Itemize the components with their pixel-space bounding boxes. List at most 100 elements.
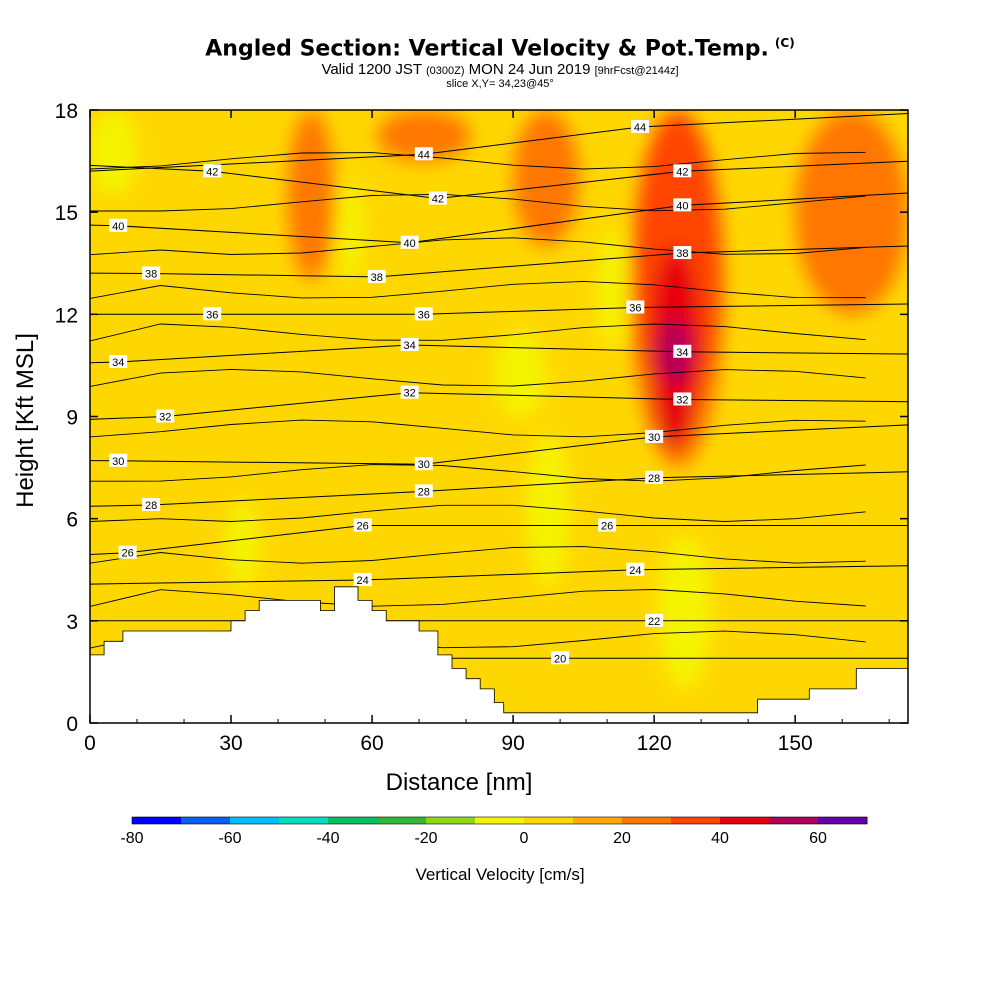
terrain — [89, 586, 909, 724]
isentrope-minor — [90, 419, 866, 438]
colorbar: -80 -60 -40 -20 0 20 40 60 Vertical Velocity [cm… — [120, 816, 868, 884]
contour-label-34: 34 — [673, 344, 692, 359]
contour-label-bg — [673, 198, 692, 212]
velocity-region-3 — [494, 331, 547, 417]
isentrope-minor — [90, 193, 866, 212]
contour-labels: 44 44 42 42 42 40 40 40 38 38 38 36 36 36 34 34 34 32 32 32… — [109, 120, 692, 665]
contour-label-text: 26 — [357, 520, 369, 532]
y-tick-label: 0 — [66, 713, 78, 736]
velocity-region-1 — [339, 178, 363, 281]
contour-label-bg — [400, 337, 419, 351]
contour-label-bg — [400, 235, 419, 249]
colorbar-swatch — [818, 817, 868, 824]
contour-label-bg — [673, 344, 692, 358]
contour-label-bg — [414, 484, 433, 498]
contour-label-26: 26 — [598, 518, 617, 532]
contour-label-text: 40 — [404, 238, 416, 250]
colorbar-swatch — [769, 817, 819, 824]
contour-label-text: 30 — [648, 432, 660, 444]
contour-label-32: 32 — [156, 409, 175, 424]
contour-label-34: 34 — [109, 355, 128, 369]
contour-label-text: 28 — [648, 473, 660, 485]
colorbar-swatch — [132, 817, 182, 824]
contour-label-36: 36 — [626, 300, 645, 315]
y-tick-label: 6 — [66, 509, 78, 532]
contour-label-bg — [626, 300, 645, 314]
colorbar-swatch — [377, 817, 427, 824]
contour-label-text: 36 — [206, 309, 218, 321]
colorbar-label: -20 — [414, 830, 437, 847]
x-tick-label: 30 — [219, 732, 242, 755]
isentrope-24 — [90, 565, 908, 585]
contour-label-38: 38 — [142, 266, 161, 280]
velocity-region-8 — [513, 110, 579, 247]
colorbar-label: 20 — [613, 830, 631, 847]
contour-label-bg — [645, 470, 664, 484]
y-tick-label: 9 — [66, 407, 78, 430]
isentrope-minor — [90, 323, 866, 342]
contour-label-bg — [400, 385, 419, 399]
velocity-region-9 — [376, 110, 471, 162]
contour-label-text: 24 — [357, 575, 369, 587]
contour-label-bg — [598, 518, 617, 532]
contour-label-24: 24 — [626, 562, 645, 577]
contour-label-bg — [673, 246, 692, 260]
contour-label-text: 32 — [404, 388, 416, 400]
contour-label-text: 44 — [634, 122, 646, 134]
contour-label-bg — [142, 498, 161, 512]
colorbar-label: -40 — [316, 830, 339, 847]
contour-label-30: 30 — [645, 429, 664, 444]
contour-label-bg — [414, 307, 433, 321]
velocity-region-2 — [226, 501, 260, 587]
valid-time: Valid 1200 JST (0300Z) MON 24 Jun 2019 [… — [0, 61, 1000, 78]
contour-label-bg — [203, 307, 222, 321]
contour-label-text: 40 — [112, 221, 124, 233]
contour-label-text: 24 — [629, 565, 641, 577]
contour-label-bg — [118, 545, 137, 559]
contour-label-text: 26 — [121, 548, 133, 560]
velocity-region-7 — [287, 110, 335, 281]
colorbar-swatch — [230, 817, 280, 824]
y-tick-label: 18 — [55, 100, 78, 123]
y-tick-label: 3 — [66, 611, 78, 634]
contour-label-40: 40 — [400, 235, 419, 250]
contour-label-text: 38 — [371, 272, 383, 284]
contour-label-42: 42 — [428, 191, 447, 206]
colorbar-label: -60 — [218, 830, 241, 847]
colorbar-swatch — [671, 817, 721, 824]
y-axis-title: Height [Kft MSL] — [12, 333, 39, 508]
contour-label-bg — [203, 164, 222, 178]
contour-label-text: 32 — [159, 412, 171, 424]
x-tick-label: 0 — [84, 732, 96, 755]
contour-label-44: 44 — [414, 147, 433, 161]
contour-label-22: 22 — [645, 613, 664, 628]
contour-label-bg — [109, 218, 128, 232]
colorbar-label: 40 — [711, 830, 729, 847]
x-tick-label: 120 — [637, 732, 672, 755]
isentrope-minor — [90, 464, 866, 482]
valid-prefix: Valid 1200 JST — [321, 61, 422, 78]
colorbar-swatch — [524, 817, 574, 824]
colorbar-swatch — [475, 817, 525, 824]
contour-label-text: 44 — [418, 149, 430, 161]
contour-label-text: 34 — [676, 347, 688, 359]
colorbar-swatch — [279, 817, 329, 824]
contour-label-bg — [673, 164, 692, 178]
colorbar-swatch — [181, 817, 231, 824]
contour-label-36: 36 — [414, 307, 433, 321]
x-tick-label: 150 — [778, 732, 813, 755]
contour-label-42: 42 — [203, 164, 222, 178]
colorbar-swatch — [720, 817, 770, 824]
contour-label-text: 38 — [145, 268, 157, 280]
contour-label-30: 30 — [414, 457, 433, 471]
slice-info: slice X,Y= 34,23@45° — [446, 78, 554, 90]
contour-label-text: 28 — [145, 500, 157, 512]
colorbar-label: 60 — [809, 830, 827, 847]
velocity-region-6 — [658, 535, 711, 689]
isentrope-minor — [90, 504, 866, 522]
velocity-region-11 — [795, 110, 908, 315]
y-tick-label: 12 — [55, 304, 78, 327]
contour-label-28: 28 — [414, 484, 433, 498]
colorbar-title: Vertical Velocity [cm/s] — [415, 865, 584, 884]
